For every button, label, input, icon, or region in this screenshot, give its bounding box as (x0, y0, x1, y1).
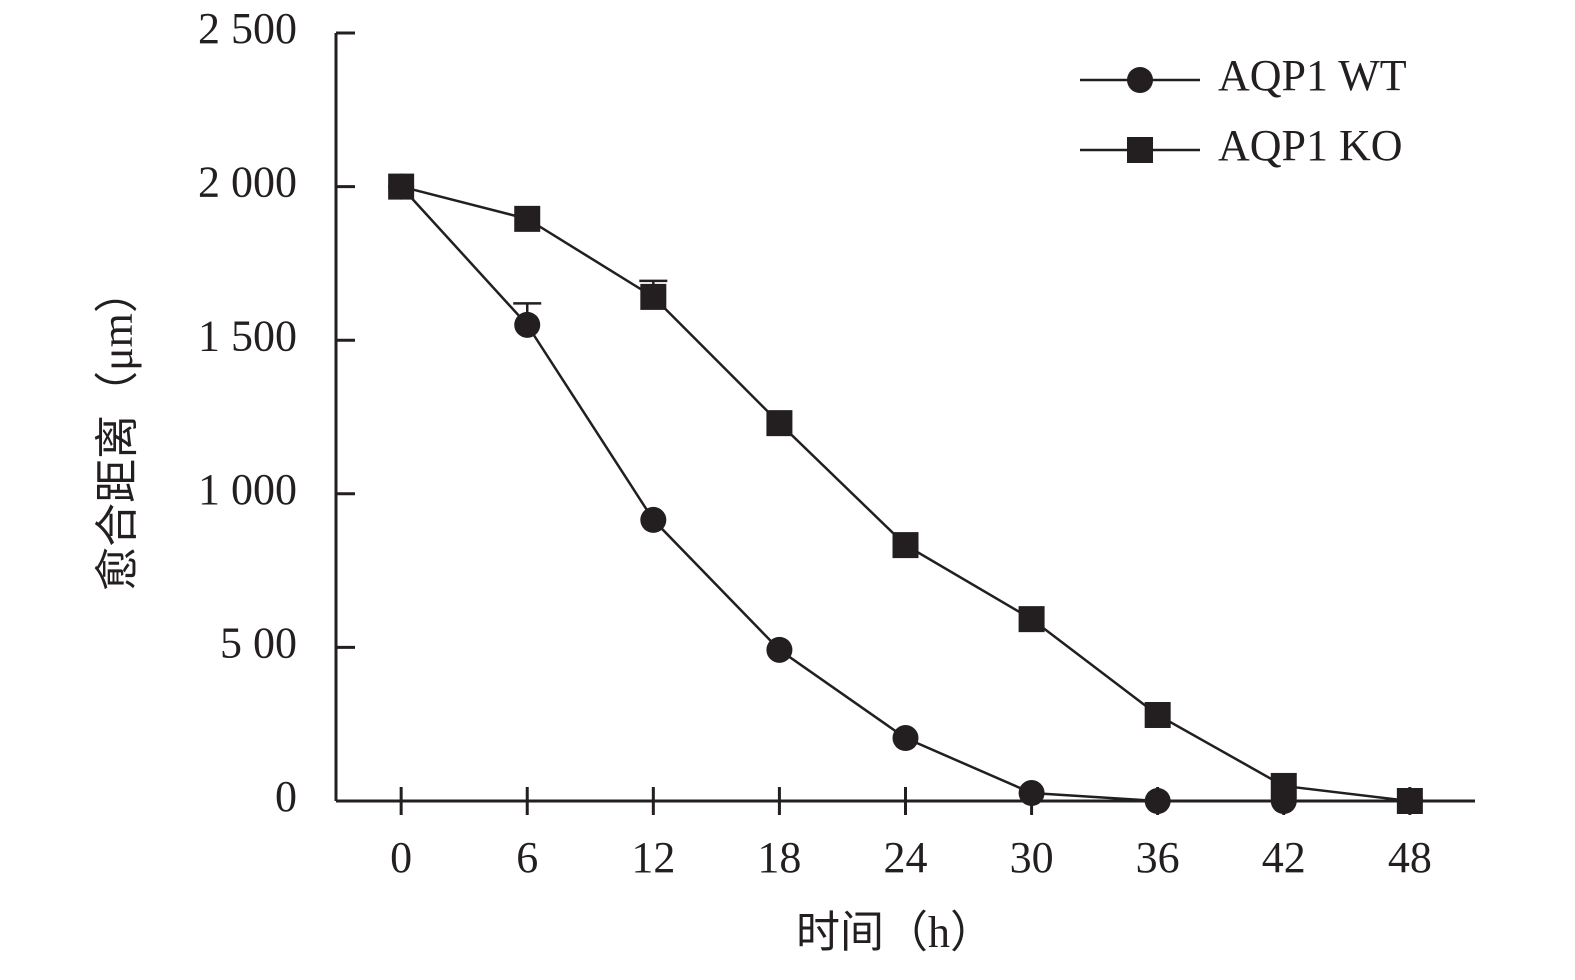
y-tick-label: 5 00 (220, 618, 297, 667)
y-tick-label: 1 500 (198, 311, 297, 360)
marker (514, 205, 541, 232)
marker (388, 173, 415, 200)
marker (1018, 780, 1045, 807)
marker (892, 532, 919, 559)
marker (766, 636, 793, 663)
y-tick-label: 2 000 (198, 158, 297, 207)
x-tick-label: 18 (757, 833, 801, 882)
data-line (400, 185, 1410, 803)
y-tick-label: 2 500 (198, 4, 297, 53)
legend-marker (1127, 137, 1153, 163)
y-axis-label: 愈合距离（μm） (93, 269, 142, 591)
marker (1144, 701, 1171, 728)
legend-marker (1127, 67, 1153, 93)
marker (892, 725, 919, 752)
marker (1396, 788, 1423, 814)
marker (514, 311, 541, 338)
x-tick-label: 36 (1136, 833, 1180, 882)
x-tick-label: 30 (1010, 833, 1054, 882)
marker (1270, 772, 1297, 799)
y-tick-label: 1 000 (198, 465, 297, 514)
marker (640, 506, 667, 533)
x-tick-label: 24 (884, 833, 928, 882)
x-tick-label: 12 (631, 833, 675, 882)
marker (1144, 788, 1171, 814)
marker (640, 283, 667, 310)
marker (766, 410, 793, 437)
x-tick-label: 0 (390, 833, 412, 882)
y-tick-label: 0 (275, 772, 297, 821)
marker (1018, 606, 1045, 633)
x-axis-label: 时间（h） (796, 908, 994, 957)
x-tick-label: 48 (1388, 833, 1432, 882)
legend-label: AQP1 KO (1218, 121, 1403, 170)
x-tick-label: 6 (516, 833, 538, 882)
legend-label: AQP1 WT (1218, 51, 1407, 100)
x-tick-label: 42 (1262, 833, 1306, 882)
data-line (400, 185, 1410, 803)
